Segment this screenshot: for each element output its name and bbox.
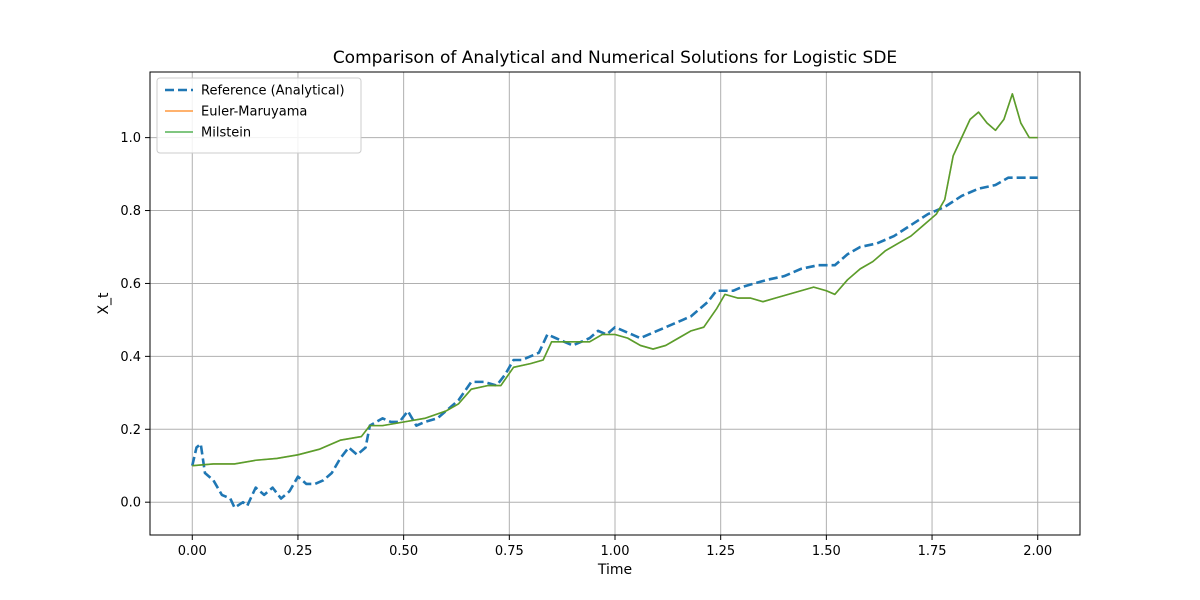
legend-box	[156, 77, 362, 154]
y-tick-label: 0.8	[120, 204, 141, 219]
y-tick-label: 1.0	[120, 131, 141, 146]
x-tick-label: 0.75	[495, 544, 524, 559]
grid	[150, 72, 1080, 535]
legend-label: Euler-Maruyama	[201, 105, 307, 120]
x-tick-label: 1.25	[706, 544, 735, 559]
x-tick-label: 0.00	[178, 544, 207, 559]
series-line-milstein	[192, 93, 1038, 467]
y-tick-label: 0.6	[120, 277, 141, 292]
chart-title: Comparison of Analytical and Numerical S…	[333, 48, 897, 68]
x-tick-label: 0.25	[283, 544, 312, 559]
x-axis-label: Time	[597, 562, 632, 578]
x-tick-label: 1.75	[918, 544, 947, 559]
x-tick-label: 0.50	[389, 544, 418, 559]
x-tick-label: 1.50	[812, 544, 841, 559]
legend-label: Milstein	[201, 126, 251, 141]
y-tick-label: 0.4	[120, 350, 141, 365]
series-line-reference-analytical	[191, 176, 1038, 509]
y-axis-label: X_t	[96, 292, 112, 315]
y-tick-label: 0.0	[120, 496, 141, 511]
ticks: 0.00 0.25 0.50 0.75 1.00 1.25 1.50 1.75 2.00 0.0 0…	[120, 131, 1052, 559]
y-tick-label: 0.2	[120, 423, 141, 438]
x-tick-label: 1.00	[601, 544, 630, 559]
legend: Reference (Analytical) Euler-Maruyama Mils…	[156, 77, 362, 154]
x-tick-label: 2.00	[1023, 544, 1052, 559]
series-layer	[191, 93, 1038, 509]
legend-label: Reference (Analytical)	[201, 84, 345, 99]
